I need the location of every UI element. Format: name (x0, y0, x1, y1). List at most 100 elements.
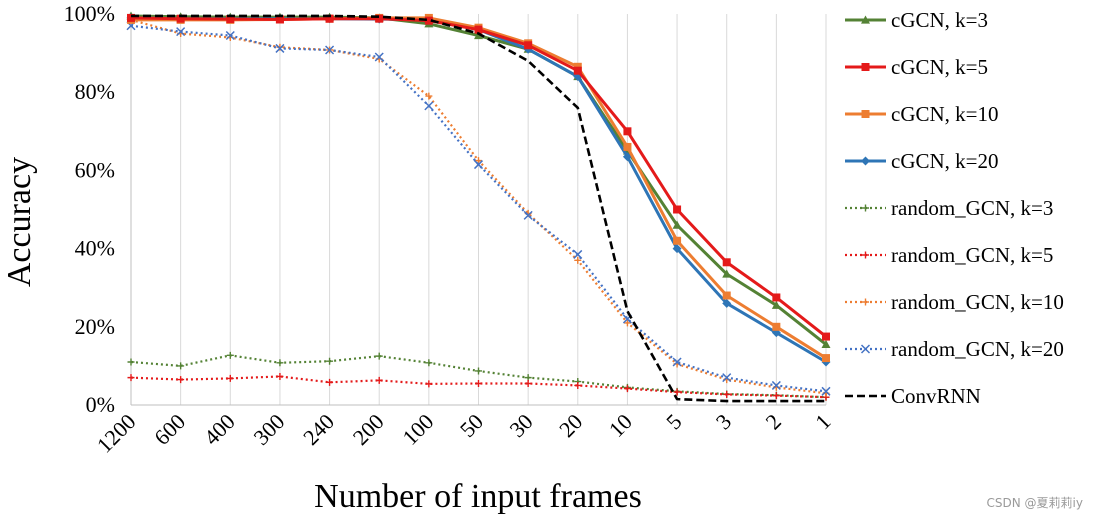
point-7-5 (374, 52, 384, 62)
point-1-3 (275, 15, 284, 24)
point-6-3 (276, 43, 284, 51)
legend-label-5: random_GCN, k=5 (891, 243, 1053, 267)
x-tick-label-12: 3 (711, 409, 736, 434)
axes (130, 14, 826, 406)
point-6-10 (623, 319, 631, 327)
point-4-4 (326, 357, 334, 365)
legend-marker-1 (861, 63, 870, 71)
legend-item-7: random_GCN, k=20 (845, 337, 1064, 361)
point-5-2 (226, 374, 234, 382)
point-1-14 (822, 332, 830, 341)
point-7-2 (225, 30, 235, 41)
point-7-3 (275, 43, 285, 53)
legend-label-1: cGCN, k=5 (891, 55, 988, 79)
point-4-8 (524, 374, 532, 382)
legend-item-0: cGCN, k=3 (845, 8, 988, 32)
series-8 (131, 14, 826, 403)
point-1-10 (623, 127, 632, 136)
point-5-0 (127, 374, 135, 382)
x-tick-label-6: 100 (397, 409, 438, 450)
point-6-6 (425, 92, 433, 100)
y-tick-label-0: 0% (86, 392, 115, 417)
legend-label-2: cGCN, k=10 (891, 102, 999, 126)
point-0-14 (821, 339, 831, 348)
x-tick-label-13: 2 (760, 409, 785, 434)
point-7-7 (473, 160, 484, 170)
point-1-11 (673, 205, 682, 214)
point-2-12 (722, 291, 731, 300)
point-0-7 (474, 31, 483, 40)
point-1-2 (226, 15, 235, 24)
legend-label-6: random_GCN, k=10 (891, 290, 1064, 314)
x-tick-labels: 1200 600 400 300 240 200 100 50 30 20 10 5 3 2 1 (92, 409, 836, 458)
point-5-6 (425, 380, 433, 388)
point-7-8 (523, 210, 533, 220)
legend-marker-4 (862, 204, 869, 212)
point-5-4 (326, 378, 334, 386)
series-1 (127, 13, 830, 341)
point-0-11 (672, 220, 682, 229)
point-1-5 (375, 14, 384, 23)
x-tick-label-10: 10 (604, 409, 637, 442)
point-3-10 (622, 152, 632, 162)
point-5-7 (475, 379, 482, 387)
point-1-9 (573, 66, 582, 75)
point-5-8 (524, 379, 532, 387)
series-line-8 (131, 14, 826, 403)
point-2-10 (623, 142, 632, 151)
legend-marker-6 (862, 298, 869, 306)
point-1-1 (176, 14, 185, 23)
point-1-13 (772, 293, 781, 302)
point-6-9 (574, 256, 582, 264)
point-7-14 (821, 386, 831, 396)
legend-item-8: ConvRNN (845, 384, 981, 408)
point-7-9 (573, 249, 583, 259)
series-lines (126, 11, 831, 403)
y-tick-label-5: 100% (64, 1, 115, 26)
point-1-4 (325, 14, 334, 23)
legend-label-0: cGCN, k=3 (891, 8, 988, 32)
y-tick-labels: 0% 20% 40% 60% 80% 100% (64, 1, 115, 417)
point-5-10 (623, 385, 631, 393)
point-1-6 (424, 16, 433, 25)
y-tick-label-4: 80% (75, 79, 115, 104)
x-tick-label-1: 600 (149, 409, 190, 450)
point-4-0 (127, 358, 135, 366)
point-4-2 (226, 351, 234, 359)
point-7-13 (771, 380, 781, 390)
x-tick-label-11: 5 (661, 409, 686, 434)
point-1-0 (127, 13, 135, 22)
x-tick-label-8: 30 (504, 409, 537, 442)
point-7-4 (325, 45, 335, 55)
series-5 (127, 372, 830, 401)
x-tick-label-14: 1 (810, 409, 835, 434)
legend-item-2: cGCN, k=10 (845, 102, 999, 126)
x-tick-label-7: 50 (455, 409, 488, 442)
point-3-11 (672, 244, 682, 254)
point-2-14 (822, 354, 830, 363)
y-axis-label: Accuracy (1, 157, 38, 287)
series-line-5 (130, 375, 827, 399)
legend-label-4: random_GCN, k=3 (891, 196, 1053, 220)
legend-marker-7 (860, 344, 871, 354)
point-5-1 (177, 376, 185, 384)
legend-label-7: random_GCN, k=20 (891, 337, 1064, 361)
y-tick-label-3: 60% (75, 157, 115, 182)
y-tick-label-1: 20% (75, 314, 115, 339)
legend-label-8: ConvRNN (891, 384, 981, 408)
point-5-11 (673, 388, 681, 396)
watermark: CSDN @夏莉莉iy (987, 496, 1083, 510)
point-4-6 (425, 359, 433, 367)
y-tick-label-2: 40% (75, 236, 115, 261)
point-4-3 (276, 359, 284, 367)
point-1-12 (722, 258, 731, 267)
legend-item-1: cGCN, k=5 (845, 55, 988, 79)
legend-item-3: cGCN, k=20 (845, 149, 999, 173)
point-0-12 (722, 269, 732, 278)
point-7-6 (424, 101, 434, 111)
point-5-5 (375, 376, 383, 384)
point-4-5 (375, 352, 383, 360)
point-2-11 (673, 236, 682, 245)
legend-marker-5 (862, 251, 869, 259)
